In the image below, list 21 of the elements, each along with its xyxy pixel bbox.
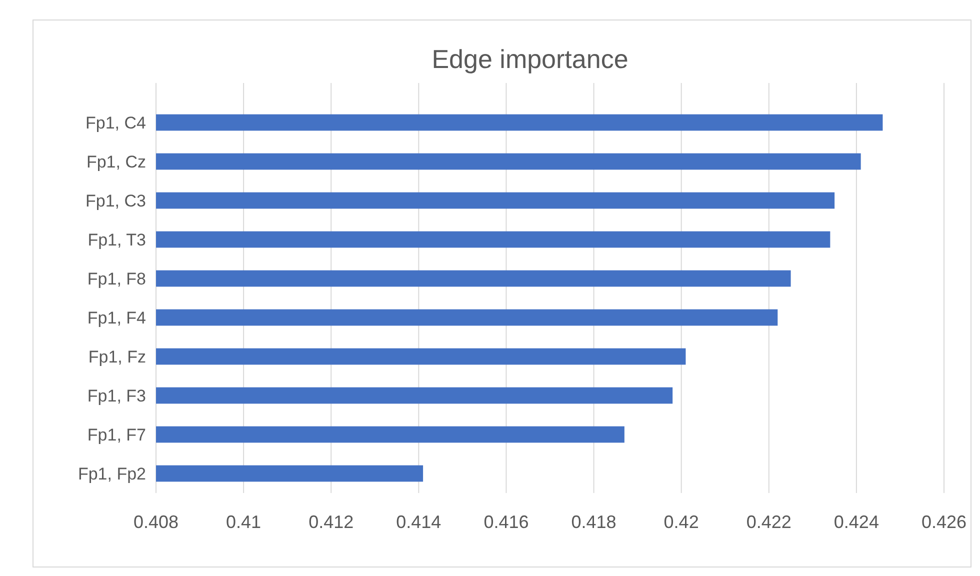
- x-tick-label: 0.42: [664, 512, 699, 532]
- y-tick-label: Fp1, F8: [87, 269, 146, 288]
- x-tick-label: 0.426: [921, 512, 967, 532]
- y-tick-label: Fp1, T3: [88, 230, 146, 250]
- x-tick-label: 0.424: [834, 512, 879, 532]
- y-tick-label: Fp1, F7: [87, 425, 146, 444]
- y-tick-label: Fp1, F4: [87, 308, 146, 328]
- x-tick-label: 0.408: [133, 512, 179, 532]
- x-tick-label: 0.418: [571, 512, 616, 532]
- y-tick-label: Fp1, F3: [87, 386, 146, 406]
- y-tick-label: Fp1, C4: [86, 113, 146, 132]
- y-tick-label: Fp1, Fz: [88, 347, 146, 366]
- x-tick-label: 0.412: [308, 512, 354, 532]
- y-tick-label: Fp1, C3: [86, 191, 146, 210]
- chart-title: Edge importance: [432, 44, 628, 74]
- x-tick-label: 0.41: [226, 512, 262, 532]
- x-tick-label: 0.416: [484, 512, 529, 532]
- y-tick-label: Fp1, Cz: [86, 152, 146, 172]
- x-tick-label: 0.422: [746, 512, 792, 532]
- x-tick-label: 0.414: [396, 512, 442, 532]
- y-tick-label: Fp1, Fp2: [78, 464, 146, 484]
